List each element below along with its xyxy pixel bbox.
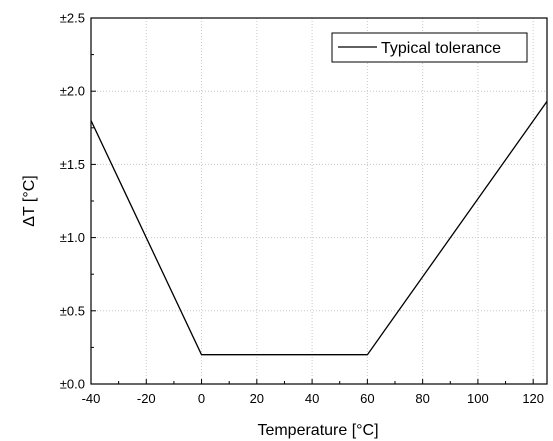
y-tick-label: ±0.0 xyxy=(60,377,85,392)
x-tick-label: 120 xyxy=(522,391,544,406)
plot-frame xyxy=(90,17,548,385)
legend-label-typical-tolerance: Typical tolerance xyxy=(381,40,501,57)
y-tick-label: ±2.0 xyxy=(60,84,85,99)
x-tick-label: 0 xyxy=(198,391,205,406)
x-tick-label: 40 xyxy=(305,391,319,406)
x-tick-label: 100 xyxy=(467,391,489,406)
y-tick-label: ±1.0 xyxy=(60,230,85,245)
y-tick-labels: ±0.0 ±0.5 ±1.0 ±1.5 ±2.0 ±2.5 xyxy=(60,11,85,392)
x-tick-label: -20 xyxy=(137,391,156,406)
x-tick-label: 80 xyxy=(415,391,429,406)
x-tick-label: 60 xyxy=(360,391,374,406)
x-axis-title: Temperature [°C] xyxy=(257,422,378,439)
grid xyxy=(91,18,547,384)
y-axis-title: ΔT [°C] xyxy=(21,175,38,226)
x-tick-label: 20 xyxy=(250,391,264,406)
y-tick-label: ±1.5 xyxy=(60,157,85,172)
x-tick-labels: -40 -20 0 20 40 60 80 100 120 xyxy=(82,391,544,406)
series-line-typical-tolerance xyxy=(90,101,548,356)
y-tick-label: ±2.5 xyxy=(60,11,85,26)
legend: Typical tolerance xyxy=(331,32,528,63)
y-tick-label: ±0.5 xyxy=(60,303,85,318)
x-tick-label: -40 xyxy=(82,391,101,406)
series-layer xyxy=(90,101,548,356)
